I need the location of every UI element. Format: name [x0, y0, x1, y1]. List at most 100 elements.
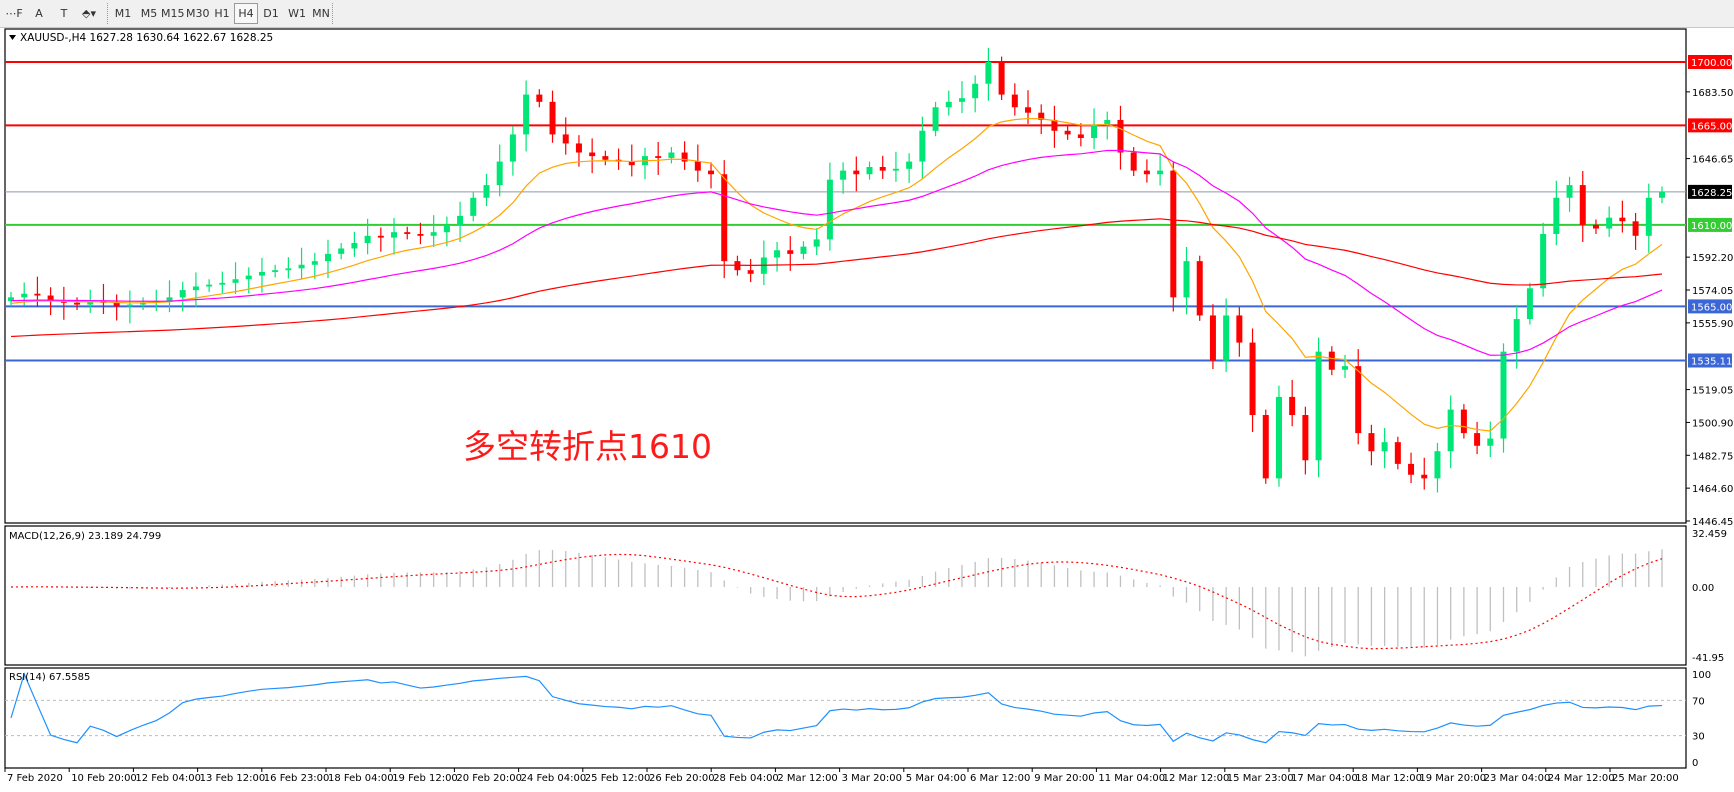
timeframe-m30-button[interactable]: M30 — [186, 7, 210, 20]
candle-body — [1434, 451, 1441, 479]
rsi-tick-label: 30 — [1692, 732, 1705, 743]
candle — [1249, 328, 1256, 433]
candle — [1209, 304, 1216, 370]
rsi-tick-label: 0 — [1692, 758, 1698, 769]
candle-body — [21, 293, 28, 298]
arrows-tool-icon[interactable]: ⬘▾ — [82, 7, 96, 20]
candle-body — [34, 293, 41, 296]
candle-body — [1526, 288, 1533, 320]
candle-body — [575, 143, 582, 153]
candle — [1275, 385, 1282, 487]
candle — [1460, 404, 1467, 439]
timeframe-h4-button[interactable]: H4 — [234, 3, 258, 24]
candle — [1117, 105, 1124, 170]
price-tick-label: 1683.50 — [1692, 88, 1733, 99]
collapse-triangle-icon[interactable] — [9, 35, 16, 40]
candle-body — [1447, 409, 1454, 452]
candle-body — [1130, 152, 1137, 171]
candle — [1553, 180, 1560, 246]
candle — [153, 289, 160, 312]
candle — [245, 267, 252, 294]
time-tick-label: 19 Feb 12:00 — [392, 773, 458, 784]
fibo-tool-icon[interactable]: ⋯F — [5, 7, 23, 20]
level-price-label: 1610.00 — [1691, 221, 1732, 232]
candle — [443, 216, 450, 247]
candle-body — [1117, 119, 1124, 153]
candle-body — [1553, 197, 1560, 234]
candle — [8, 291, 14, 307]
candle — [509, 126, 516, 176]
candle — [641, 147, 648, 180]
candle-body — [1606, 217, 1613, 229]
candle-body — [892, 168, 899, 171]
candle-body — [404, 232, 411, 234]
main-chart-pane[interactable] — [4, 28, 1687, 524]
macd-tick-label: -41.95 — [1692, 653, 1724, 664]
candle — [47, 287, 54, 316]
level-price-badge — [1688, 299, 1732, 314]
candle — [192, 272, 199, 308]
candle — [985, 47, 992, 101]
candle — [615, 148, 622, 170]
candle — [1038, 104, 1045, 135]
candle — [1619, 200, 1626, 233]
candle — [166, 280, 173, 313]
macd-signal-line — [10, 553, 1663, 650]
candle — [298, 247, 305, 280]
candle — [219, 271, 226, 293]
timeframe-m15-button[interactable]: M15 — [161, 7, 185, 20]
candle-body — [760, 257, 767, 274]
candle — [470, 192, 477, 222]
candle — [1196, 255, 1203, 321]
candle — [1487, 421, 1494, 458]
candle — [457, 201, 464, 242]
candle-body — [641, 156, 648, 166]
timeframe-h1-button[interactable]: H1 — [214, 7, 230, 20]
rsi-pane[interactable] — [4, 667, 1687, 769]
time-tick-label: 16 Feb 23:00 — [264, 773, 330, 784]
candle — [60, 286, 67, 320]
candle — [1526, 282, 1533, 325]
candle-body — [668, 152, 675, 158]
ma-fast-line — [10, 117, 1663, 432]
text-label-tool-icon[interactable]: T — [60, 7, 68, 20]
text-tool-icon[interactable]: A — [35, 7, 43, 20]
candle-body — [879, 166, 886, 171]
candle-body — [774, 250, 781, 258]
candle-body — [972, 83, 979, 99]
time-tick-label: 20 Feb 20:00 — [456, 773, 522, 784]
candle-body — [219, 282, 226, 285]
candle-body — [932, 107, 939, 131]
candle-body — [602, 156, 609, 160]
chart-header: XAUUSD-,H4 1627.28 1630.64 1622.67 1628.… — [20, 32, 273, 44]
candle — [1566, 176, 1573, 212]
time-tick-label: 3 Mar 20:00 — [842, 773, 902, 784]
candle-body — [813, 239, 820, 247]
timeframe-m5-button[interactable]: M5 — [140, 7, 158, 20]
candle-body — [1223, 315, 1230, 361]
candle — [972, 75, 979, 113]
candle — [919, 116, 926, 179]
candle-body — [1091, 125, 1098, 139]
candle-body — [1196, 261, 1203, 316]
annotation-text: 多空转折点1610 — [463, 427, 712, 466]
macd-pane[interactable] — [4, 525, 1687, 666]
timeframe-w1-button[interactable]: W1 — [288, 7, 306, 20]
candle-body — [1302, 415, 1309, 461]
candle — [602, 150, 609, 166]
timeframe-d1-button[interactable]: D1 — [263, 7, 279, 20]
candle-body — [1513, 319, 1520, 352]
time-tick-label: 25 Feb 12:00 — [585, 773, 651, 784]
candle — [892, 151, 899, 182]
candle — [1579, 170, 1586, 242]
timeframe-mn-button[interactable]: MN — [312, 7, 330, 20]
candle — [1051, 105, 1058, 148]
timeframe-m1-button[interactable]: M1 — [114, 7, 132, 20]
candle — [813, 228, 820, 255]
time-tick-label: 13 Feb 12:00 — [200, 773, 266, 784]
rsi-line — [10, 672, 1663, 744]
candle-body — [1592, 224, 1599, 229]
candle-body — [1275, 396, 1282, 479]
candle-body — [8, 297, 14, 301]
